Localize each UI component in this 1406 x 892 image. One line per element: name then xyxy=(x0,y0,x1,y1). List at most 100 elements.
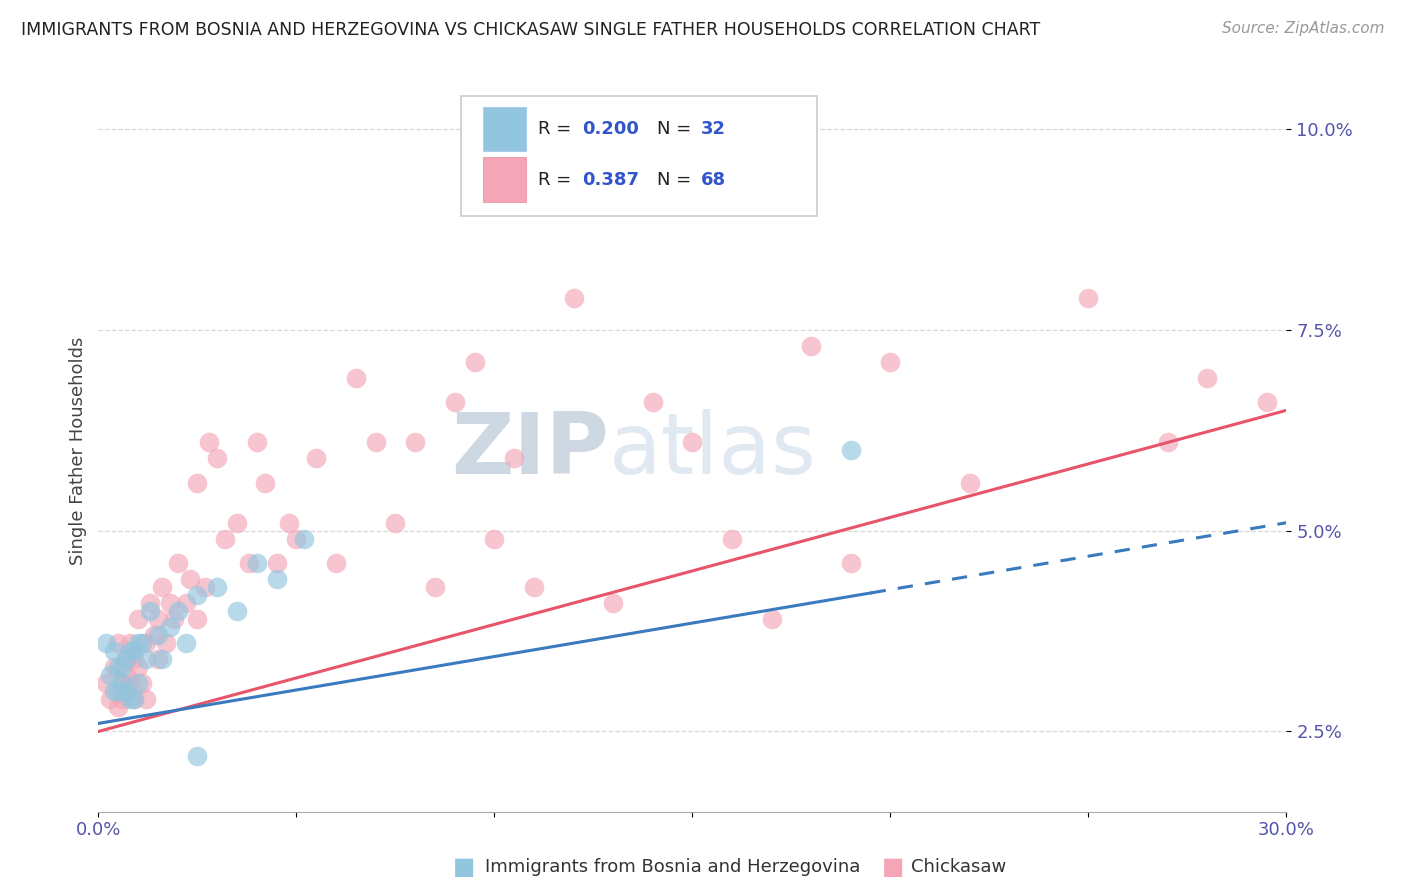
Point xyxy=(484,532,506,546)
Point xyxy=(246,435,269,450)
Text: ZIP: ZIP xyxy=(451,409,609,492)
Point xyxy=(681,435,703,450)
Point xyxy=(107,636,129,650)
Point xyxy=(246,556,269,570)
Point xyxy=(103,660,125,674)
Point xyxy=(155,636,177,650)
Point xyxy=(159,596,181,610)
Point xyxy=(96,636,118,650)
Point xyxy=(127,676,149,690)
Point xyxy=(131,676,153,690)
Point xyxy=(404,435,426,450)
Point xyxy=(120,692,142,706)
Point xyxy=(602,596,624,610)
Text: IMMIGRANTS FROM BOSNIA AND HERZEGOVINA VS CHICKASAW SINGLE FATHER HOUSEHOLDS COR: IMMIGRANTS FROM BOSNIA AND HERZEGOVINA V… xyxy=(21,21,1040,38)
Point xyxy=(159,620,181,634)
Text: ■: ■ xyxy=(453,855,475,879)
Text: R =: R = xyxy=(538,170,576,188)
Point xyxy=(194,580,217,594)
Point xyxy=(344,371,367,385)
Point xyxy=(174,596,197,610)
Point xyxy=(1077,291,1099,305)
Point xyxy=(285,532,308,546)
Point xyxy=(266,556,288,570)
Point xyxy=(146,612,169,626)
Point xyxy=(139,596,162,610)
Point xyxy=(562,291,585,305)
Point xyxy=(166,604,188,618)
Point xyxy=(423,580,446,594)
Point xyxy=(139,604,162,618)
Text: Immigrants from Bosnia and Herzegovina: Immigrants from Bosnia and Herzegovina xyxy=(485,858,860,876)
FancyBboxPatch shape xyxy=(484,158,526,202)
Point xyxy=(305,451,328,466)
Point xyxy=(120,636,142,650)
Text: 32: 32 xyxy=(700,120,725,138)
Point xyxy=(523,580,546,594)
Point xyxy=(111,660,134,674)
Text: 0.200: 0.200 xyxy=(582,120,638,138)
Point xyxy=(150,580,173,594)
FancyBboxPatch shape xyxy=(461,96,817,216)
Point xyxy=(214,532,236,546)
Point xyxy=(503,451,526,466)
Text: atlas: atlas xyxy=(609,409,817,492)
Point xyxy=(186,612,208,626)
Point xyxy=(96,676,118,690)
Point xyxy=(292,532,315,546)
Point xyxy=(226,604,249,618)
Point xyxy=(384,516,406,530)
Point xyxy=(839,443,862,458)
Text: 68: 68 xyxy=(700,170,725,188)
Point xyxy=(127,660,149,674)
Point xyxy=(115,652,138,666)
Point xyxy=(325,556,347,570)
Point xyxy=(238,556,260,570)
Point xyxy=(198,435,221,450)
Point xyxy=(122,692,145,706)
Point xyxy=(166,556,188,570)
Point xyxy=(179,572,201,586)
Point xyxy=(107,660,129,674)
Point xyxy=(127,636,149,650)
Point xyxy=(98,668,121,682)
Point xyxy=(266,572,288,586)
Text: N =: N = xyxy=(657,170,697,188)
Point xyxy=(761,612,783,626)
Point xyxy=(163,612,186,626)
Point xyxy=(174,636,197,650)
Text: 0.387: 0.387 xyxy=(582,170,638,188)
Point xyxy=(107,700,129,714)
Point xyxy=(115,684,138,698)
Point xyxy=(277,516,299,530)
Point xyxy=(1156,435,1178,450)
Point xyxy=(111,676,134,690)
Point xyxy=(364,435,387,450)
Point xyxy=(800,339,823,353)
Point xyxy=(131,636,153,650)
Point xyxy=(186,475,208,490)
Point xyxy=(135,692,157,706)
Point xyxy=(444,395,467,409)
Text: N =: N = xyxy=(657,120,697,138)
Point xyxy=(103,684,125,698)
Text: Source: ZipAtlas.com: Source: ZipAtlas.com xyxy=(1222,21,1385,36)
Point xyxy=(205,451,228,466)
Text: ■: ■ xyxy=(882,855,904,879)
Point xyxy=(135,652,157,666)
Text: R =: R = xyxy=(538,120,576,138)
Point xyxy=(120,676,142,690)
Point xyxy=(122,652,145,666)
Point xyxy=(226,516,249,530)
Point xyxy=(879,355,901,369)
Point xyxy=(1197,371,1219,385)
Point xyxy=(959,475,981,490)
Point xyxy=(641,395,664,409)
Point xyxy=(186,588,208,602)
Point xyxy=(150,652,173,666)
FancyBboxPatch shape xyxy=(484,107,526,151)
Point xyxy=(146,628,169,642)
Point xyxy=(1256,395,1278,409)
Point xyxy=(122,692,145,706)
Point xyxy=(120,644,142,658)
